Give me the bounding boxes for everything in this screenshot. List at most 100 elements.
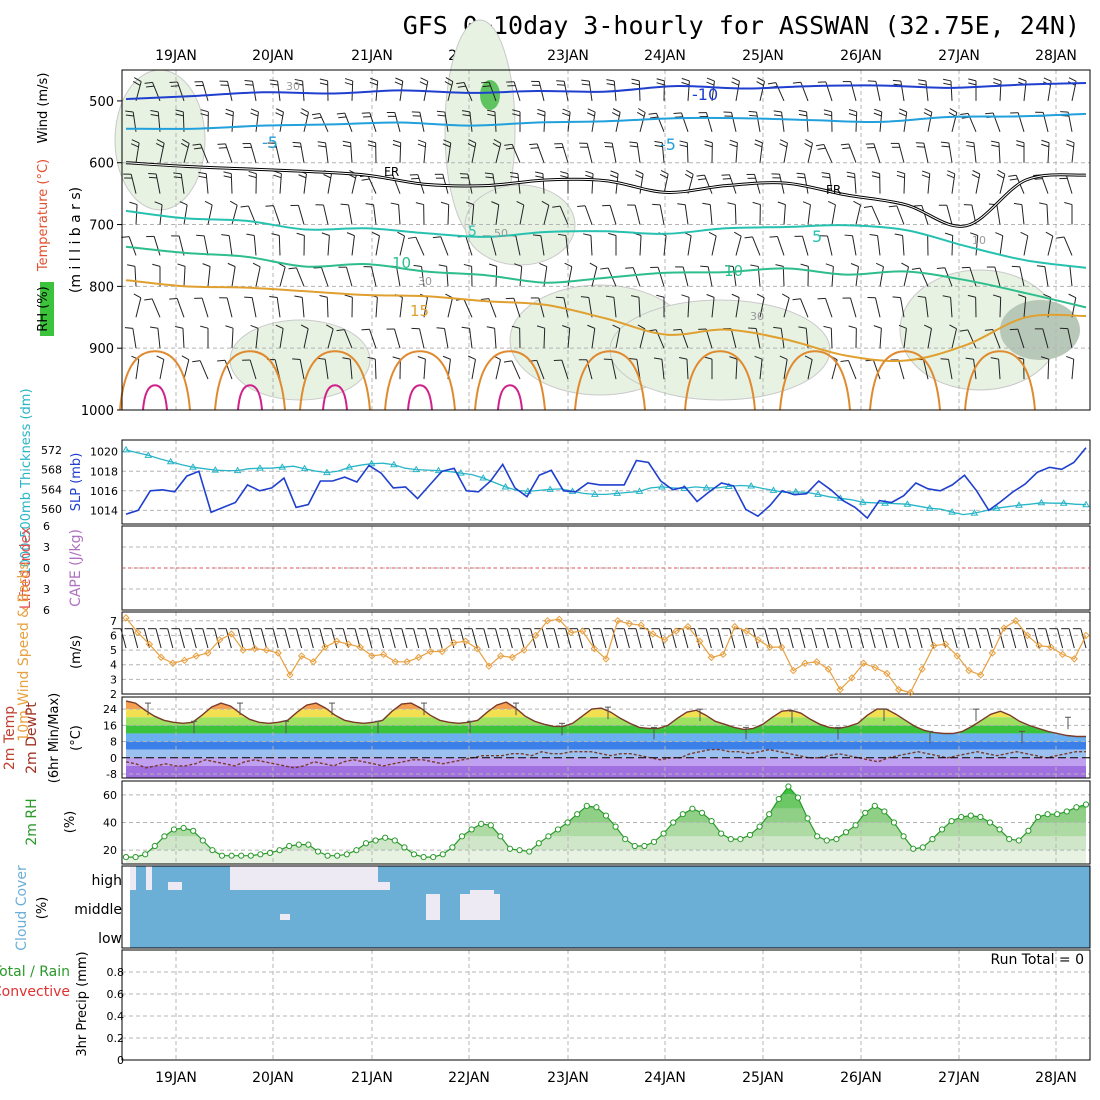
panel-rh2m: 20 40 60 2m RH (%) xyxy=(24,780,1091,865)
rh-point xyxy=(305,841,312,848)
wind-barb xyxy=(869,628,876,649)
contour-label: 10 xyxy=(724,262,743,280)
wind-barb xyxy=(611,359,617,380)
rh-band xyxy=(126,836,1086,851)
rh-point xyxy=(650,838,658,845)
wind-barb xyxy=(253,235,257,256)
wind-barb-flag xyxy=(144,81,153,84)
wind-barb-flag xyxy=(781,293,790,299)
wind-barb xyxy=(494,111,497,132)
contour-label: 15 xyxy=(410,302,429,320)
wind-barb xyxy=(759,297,765,318)
wind-barb-flag xyxy=(173,172,182,175)
wind-speed-point xyxy=(286,671,294,679)
wind-barb-flag xyxy=(796,172,805,175)
wind-barb xyxy=(260,628,267,649)
wind-barb xyxy=(857,628,865,649)
wind-barb-flag xyxy=(131,139,140,144)
wind-barb xyxy=(213,628,221,649)
wind-barb-flag xyxy=(480,298,489,300)
wind-barb xyxy=(423,142,427,163)
wind-barb xyxy=(783,204,786,225)
wind-barb-flag xyxy=(797,176,806,179)
wind-barb-flag xyxy=(277,262,286,268)
temp-band xyxy=(126,757,1086,766)
lifted-tick: 0 xyxy=(43,562,50,575)
wind-barb-flag xyxy=(752,201,761,206)
wind-barb-flag xyxy=(484,172,493,175)
wind-barb xyxy=(927,328,932,349)
wind-barb-flag xyxy=(530,147,539,149)
wind-barb-flag xyxy=(949,108,958,113)
wind-barb-flag xyxy=(466,201,474,206)
wind-barb-flag xyxy=(943,82,952,86)
wind-barb xyxy=(1046,204,1049,225)
wind-barb-flag xyxy=(370,77,378,82)
thickness-point xyxy=(501,482,510,490)
wind-speed-point xyxy=(649,630,657,638)
slp-tick: 1016 xyxy=(90,485,118,498)
thickness-tick: 568 xyxy=(41,464,62,477)
wind-barb xyxy=(994,266,1001,287)
wind-speed-point xyxy=(637,621,645,629)
wind-barb-flag xyxy=(1043,293,1051,298)
wind-barb xyxy=(324,359,329,380)
wind-barb-flag xyxy=(606,79,615,82)
wind-barb xyxy=(518,628,525,649)
wind-barb xyxy=(375,235,380,256)
isotherm-25 xyxy=(407,384,433,411)
rh-point xyxy=(689,805,696,812)
wind-speed-point xyxy=(801,659,809,667)
ylabel-cloud: Cloud Cover xyxy=(14,865,30,951)
rh-point xyxy=(631,842,638,850)
wind-barb-flag xyxy=(587,108,596,113)
rh-point xyxy=(554,826,562,833)
wind-barb xyxy=(301,297,305,318)
rh-point xyxy=(276,847,283,854)
rh-point xyxy=(286,842,293,850)
day-label-bottom: 24JAN xyxy=(644,1070,686,1086)
wind-barb xyxy=(536,360,545,380)
wind-barb xyxy=(986,628,993,649)
wind-barb-flag xyxy=(218,147,227,149)
wind-barb-flag xyxy=(129,201,138,206)
temp-tick: 8 xyxy=(110,736,117,749)
wind-barb xyxy=(686,142,689,163)
wind-barb-flag xyxy=(221,234,230,237)
wind-barb xyxy=(465,236,473,256)
wind-barb-flag xyxy=(733,231,742,237)
thickness-point xyxy=(122,445,130,453)
wind-barb xyxy=(896,205,905,225)
wind-speed-point xyxy=(695,637,704,645)
wind-barb-flag xyxy=(372,231,380,237)
cloud-gap xyxy=(426,894,440,920)
wind-barb xyxy=(396,266,401,287)
rh-point xyxy=(564,819,571,826)
precip-label-total-rain: Total / Rain xyxy=(0,964,70,980)
wind-barb-flag xyxy=(993,77,1002,82)
wind-barb xyxy=(513,298,521,318)
wind-barb-flag xyxy=(635,170,644,175)
rh-point xyxy=(814,833,821,840)
wind-speed-point xyxy=(1000,624,1008,632)
wind-speed-point xyxy=(461,637,470,645)
wind-barb-flag xyxy=(840,360,849,363)
rh-point xyxy=(737,836,744,843)
wind-barb-flag xyxy=(144,298,153,301)
rh-point xyxy=(727,836,734,843)
wind-barb xyxy=(783,297,790,318)
wind-barb xyxy=(279,112,284,132)
wind-barb-flag xyxy=(462,114,471,117)
wind-barb xyxy=(919,267,929,287)
wind-barb xyxy=(704,174,713,194)
wind-barb xyxy=(974,628,982,649)
wind-barb-flag xyxy=(684,173,693,179)
wind-barb-flag xyxy=(562,112,570,117)
wind-barb-flag xyxy=(968,78,977,82)
wind-barb-flag xyxy=(984,329,993,331)
wind-barb-flag xyxy=(894,233,903,236)
wind-barb-flag xyxy=(227,262,236,268)
rh-point xyxy=(391,837,398,844)
ylabel-rh2m: 2m RH xyxy=(24,798,40,845)
